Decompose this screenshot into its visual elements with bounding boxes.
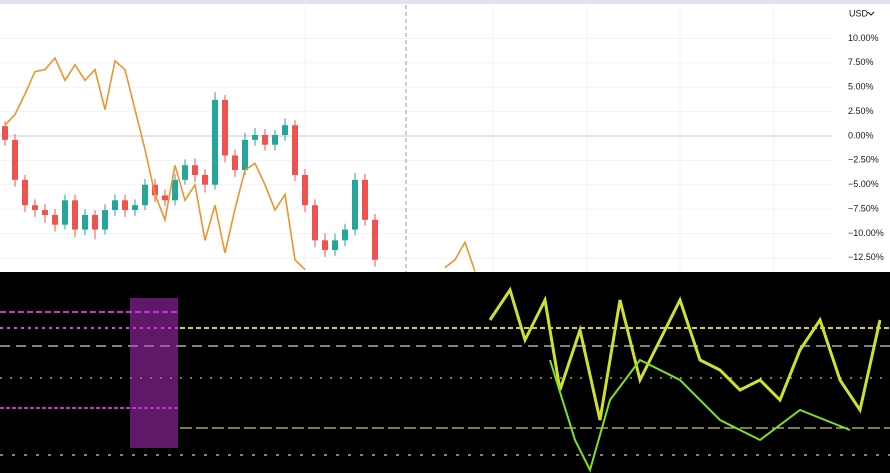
candle-body [92,214,98,230]
candle-body [72,200,78,230]
candle-body [202,174,208,185]
candle-body [12,139,18,180]
plot-area [0,5,832,272]
candle-body [232,155,238,171]
y-tick-label: −5.00% [848,179,879,189]
y-tick-label: −2.50% [848,155,879,165]
currency-selector[interactable]: USD [849,8,869,18]
y-tick-label: −7.50% [848,203,879,213]
y-tick-label: −10.00% [848,228,884,238]
candle-body [62,200,68,225]
candle-body [122,200,128,211]
candle-body [52,214,58,225]
candle-body [2,126,8,140]
candle-body [342,229,348,241]
candle-body [302,174,308,206]
y-tick-label: −12.50% [848,252,884,262]
candle-body [162,195,168,201]
candle-body [272,134,278,145]
candle-body [292,125,298,175]
candle-body [42,210,48,215]
candle-body [332,240,338,251]
candle-body [152,184,158,196]
top-border [0,0,890,4]
y-tick-label: 5.00% [848,82,874,92]
candle-body [112,200,118,211]
y-tick-label: 10.00% [848,33,879,43]
candle-body [222,99,228,156]
candle-body [212,99,218,185]
candle-body [82,214,88,230]
candle-body [132,205,138,211]
candle-body [192,165,198,175]
y-tick-label: 0.00% [848,130,874,140]
series-line [4,56,476,272]
candle-body [312,205,318,241]
candle-body [322,240,328,251]
candle-body [372,219,378,260]
candle-body [362,179,368,220]
candle-body [172,179,178,201]
y-tick-label: 2.50% [848,106,874,116]
candle-body [352,179,358,230]
candle-body [182,165,188,180]
candle-body [102,210,108,230]
candle-body [32,205,38,211]
candle-body [142,184,148,206]
glitch-area [0,272,890,473]
currency-caret[interactable] [867,11,875,16]
candle-body [242,139,248,171]
candle-body [282,125,288,135]
candle-body [252,134,258,140]
candle-body [262,134,268,145]
glitch-noise [0,286,890,473]
candle-body [22,179,28,206]
y-tick-label: 7.50% [848,57,874,67]
